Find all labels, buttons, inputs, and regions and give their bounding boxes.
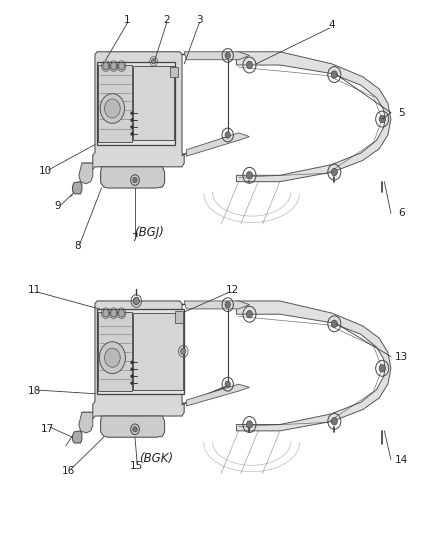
Polygon shape <box>82 52 184 169</box>
Circle shape <box>247 172 253 179</box>
Text: 1: 1 <box>124 15 131 25</box>
Circle shape <box>247 311 253 318</box>
Polygon shape <box>186 133 250 156</box>
Text: 15: 15 <box>130 462 143 471</box>
Circle shape <box>225 52 230 59</box>
FancyBboxPatch shape <box>97 62 176 144</box>
FancyBboxPatch shape <box>175 311 184 323</box>
Polygon shape <box>101 167 165 188</box>
Circle shape <box>111 62 117 70</box>
Polygon shape <box>82 301 184 419</box>
Polygon shape <box>72 182 82 194</box>
Circle shape <box>131 118 133 122</box>
Polygon shape <box>237 52 391 182</box>
Polygon shape <box>101 416 165 437</box>
Text: 6: 6 <box>399 208 405 219</box>
Circle shape <box>181 348 186 354</box>
FancyBboxPatch shape <box>97 309 184 394</box>
Circle shape <box>111 310 117 317</box>
Text: 11: 11 <box>28 285 41 295</box>
Circle shape <box>247 61 253 69</box>
Polygon shape <box>237 301 391 431</box>
Text: 18: 18 <box>28 386 41 396</box>
Circle shape <box>331 418 337 425</box>
Text: 14: 14 <box>395 455 408 465</box>
FancyBboxPatch shape <box>133 313 183 390</box>
Circle shape <box>131 368 133 371</box>
Circle shape <box>118 62 124 70</box>
Circle shape <box>131 382 133 385</box>
Circle shape <box>331 71 337 78</box>
Text: 8: 8 <box>74 241 81 251</box>
Circle shape <box>131 375 133 378</box>
Circle shape <box>99 342 125 374</box>
Circle shape <box>225 302 230 308</box>
Circle shape <box>379 365 385 372</box>
Text: 3: 3 <box>196 15 203 25</box>
Circle shape <box>118 310 124 317</box>
Text: 9: 9 <box>55 200 61 211</box>
Circle shape <box>103 62 109 70</box>
Circle shape <box>105 99 120 118</box>
Text: 10: 10 <box>39 166 52 176</box>
Circle shape <box>133 297 139 305</box>
Text: (BGJ): (BGJ) <box>134 225 164 239</box>
Circle shape <box>247 421 253 428</box>
Text: 2: 2 <box>163 15 170 25</box>
FancyBboxPatch shape <box>98 65 132 142</box>
Polygon shape <box>184 52 250 60</box>
Circle shape <box>131 112 133 115</box>
Circle shape <box>100 94 124 123</box>
Circle shape <box>105 348 120 367</box>
Circle shape <box>131 361 133 364</box>
Polygon shape <box>72 431 82 443</box>
Circle shape <box>225 132 230 138</box>
Polygon shape <box>79 163 93 184</box>
Circle shape <box>103 310 109 317</box>
Text: 4: 4 <box>329 20 336 30</box>
Circle shape <box>133 426 137 432</box>
Circle shape <box>131 132 133 135</box>
Text: 16: 16 <box>62 466 75 475</box>
FancyBboxPatch shape <box>170 67 178 77</box>
Polygon shape <box>184 301 250 309</box>
Circle shape <box>133 177 137 183</box>
Circle shape <box>331 168 337 176</box>
Circle shape <box>331 320 337 327</box>
Polygon shape <box>79 413 93 433</box>
Circle shape <box>131 125 133 128</box>
Text: 12: 12 <box>226 285 239 295</box>
Circle shape <box>152 59 156 64</box>
Text: 5: 5 <box>399 108 405 118</box>
Text: 13: 13 <box>395 352 408 361</box>
Circle shape <box>225 381 230 387</box>
FancyBboxPatch shape <box>133 66 174 140</box>
Polygon shape <box>186 384 250 406</box>
FancyBboxPatch shape <box>98 312 132 391</box>
Text: 17: 17 <box>40 424 54 434</box>
Text: (BGK): (BGK) <box>139 452 173 465</box>
Circle shape <box>379 115 385 123</box>
Text: 7: 7 <box>131 233 138 244</box>
